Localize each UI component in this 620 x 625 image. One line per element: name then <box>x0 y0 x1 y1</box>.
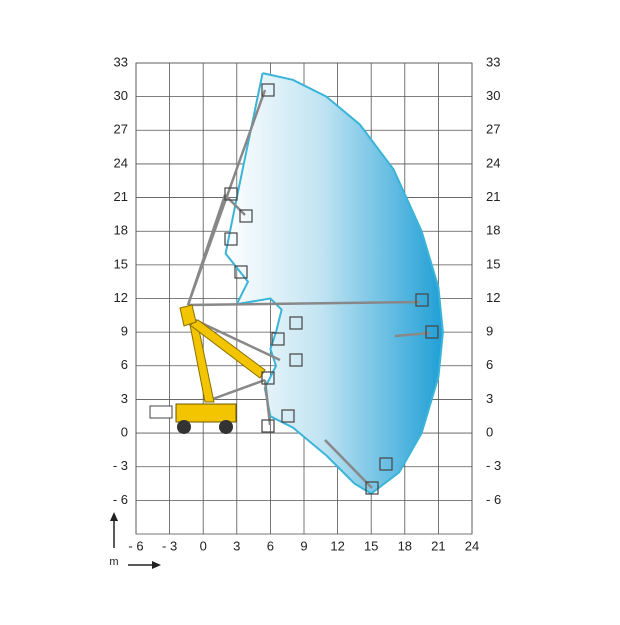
boom <box>324 439 373 489</box>
chassis <box>175 403 237 423</box>
arrow-head <box>152 561 161 569</box>
y2-tick-label: 0 <box>486 425 493 440</box>
basket <box>224 232 238 246</box>
y-tick-label: 6 <box>121 357 128 372</box>
x-tick-label: 24 <box>465 538 479 553</box>
y-tick-label: 9 <box>121 324 128 339</box>
x-tick-label: 3 <box>233 538 240 553</box>
y2-tick-label: - 6 <box>486 492 501 507</box>
y-tick-label: 0 <box>121 425 128 440</box>
x-tick-label: - 3 <box>162 538 177 553</box>
basket <box>239 209 253 223</box>
wheel <box>177 420 191 434</box>
basket <box>261 371 275 385</box>
y-tick-label: 15 <box>114 256 128 271</box>
platform <box>149 405 173 419</box>
y-tick-label: 3 <box>121 391 128 406</box>
working-envelope <box>224 72 444 495</box>
x-tick-label: 15 <box>364 538 378 553</box>
y-tick-label: 33 <box>114 54 128 69</box>
x-tick-label: 6 <box>267 538 274 553</box>
y-tick-label: - 6 <box>113 492 128 507</box>
basket <box>379 457 393 471</box>
y-tick-label: 24 <box>114 155 128 170</box>
y2-tick-label: 24 <box>486 155 500 170</box>
y2-tick-label: 15 <box>486 256 500 271</box>
y-tick-label: 30 <box>114 88 128 103</box>
basket <box>365 481 379 495</box>
arrow-head <box>110 512 118 521</box>
y-tick-label: - 3 <box>113 458 128 473</box>
basket <box>271 332 285 346</box>
machine <box>149 83 439 495</box>
x-tick-label: 9 <box>300 538 307 553</box>
boom <box>194 318 281 362</box>
basket <box>224 187 238 201</box>
y2-tick-label: - 3 <box>486 458 501 473</box>
wheel <box>219 420 233 434</box>
y2-tick-label: 33 <box>486 54 500 69</box>
y2-tick-label: 30 <box>486 88 500 103</box>
y-tick-label: 12 <box>114 290 128 305</box>
y2-tick-label: 9 <box>486 324 493 339</box>
y2-tick-label: 18 <box>486 223 500 238</box>
boom <box>394 331 431 338</box>
boom <box>209 378 266 402</box>
y-tick-label: 21 <box>114 189 128 204</box>
boom <box>224 194 246 216</box>
basket <box>425 325 439 339</box>
unit-label: m <box>109 556 118 568</box>
boom <box>187 300 421 307</box>
y-tick-label: 18 <box>114 223 128 238</box>
y2-tick-label: 3 <box>486 391 493 406</box>
boom <box>186 194 227 306</box>
jib <box>179 304 197 327</box>
basket <box>289 353 303 367</box>
basket <box>281 409 295 423</box>
x-tick-label: 12 <box>330 538 344 553</box>
y2-tick-label: 12 <box>486 290 500 305</box>
boom <box>263 379 272 426</box>
y2-tick-label: 27 <box>486 122 500 137</box>
x-tick-label: 18 <box>398 538 412 553</box>
basket <box>415 293 429 307</box>
y2-tick-label: 6 <box>486 357 493 372</box>
y2-tick-label: 21 <box>486 189 500 204</box>
x-tick-label: 21 <box>431 538 445 553</box>
basket <box>289 316 303 330</box>
basket <box>261 83 275 97</box>
y-tick-label: 27 <box>114 122 128 137</box>
basket <box>261 419 275 433</box>
labels: - 6- 3 0 3 6 9 12 15 18 21 24- 6- 6- 3- 30 03 36 69 9… <box>113 54 501 553</box>
x-tick-label: - 6 <box>128 538 143 553</box>
x-tick-label: 0 <box>200 538 207 553</box>
envelope-layer <box>224 72 444 495</box>
basket <box>234 265 248 279</box>
